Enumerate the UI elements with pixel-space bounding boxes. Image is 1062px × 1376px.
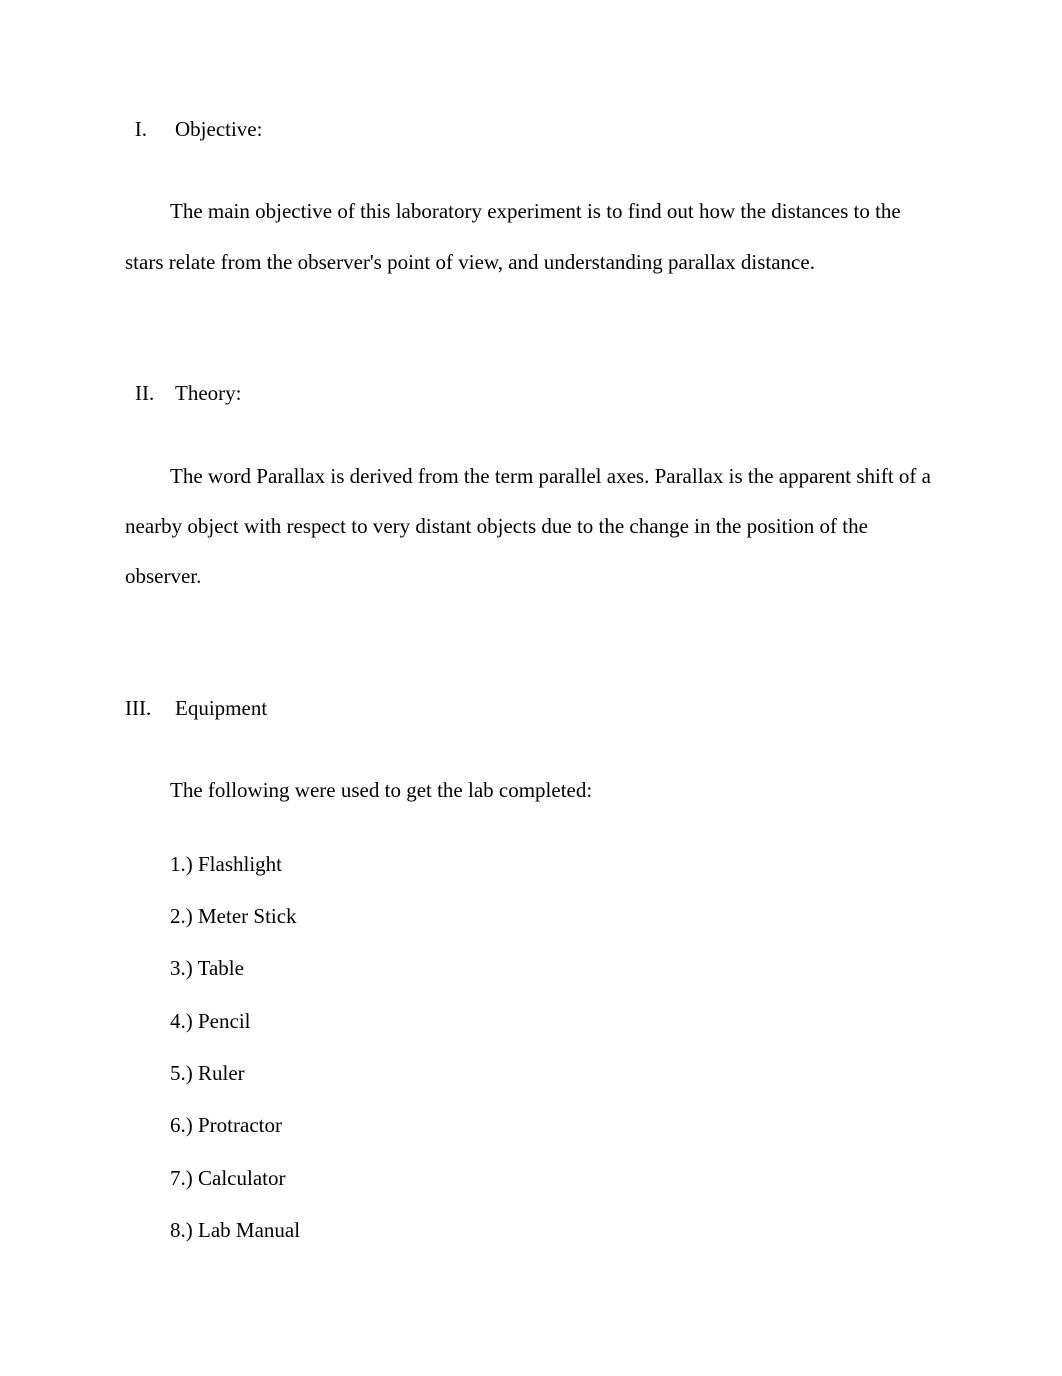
theory-paragraph: The word Parallax is derived from the te… — [125, 451, 937, 602]
list-item-number: 6.) — [170, 1111, 193, 1140]
list-item-number: 5.) — [170, 1059, 193, 1088]
list-item: 4.) Pencil — [170, 1007, 937, 1036]
section-heading-theory: II. Theory: — [135, 379, 937, 408]
section-roman-theory: II. — [135, 379, 175, 408]
list-item-label: Pencil — [198, 1009, 251, 1033]
objective-paragraph: The main objective of this laboratory ex… — [125, 186, 937, 287]
list-item-label: Meter Stick — [198, 904, 297, 928]
equipment-list: 1.) Flashlight 2.) Meter Stick 3.) Table… — [125, 850, 937, 1246]
section-heading-objective: I. Objective: — [125, 115, 937, 144]
section-label-objective: Objective: — [175, 115, 262, 144]
list-item: 2.) Meter Stick — [170, 902, 937, 931]
section-roman-objective: I. — [125, 115, 175, 144]
section-label-theory: Theory: — [175, 379, 241, 408]
equipment-intro: The following were used to get the lab c… — [125, 765, 937, 815]
list-item-number: 8.) — [170, 1216, 193, 1245]
list-item-label: Protractor — [198, 1113, 282, 1137]
list-item: 8.) Lab Manual — [170, 1216, 937, 1245]
list-item-label: Lab Manual — [198, 1218, 300, 1242]
list-item-label: Calculator — [198, 1166, 285, 1190]
list-item: 1.) Flashlight — [170, 850, 937, 879]
section-label-equipment: Equipment — [175, 694, 267, 723]
list-item: 6.) Protractor — [170, 1111, 937, 1140]
list-item: 7.) Calculator — [170, 1164, 937, 1193]
list-item-label: Table — [198, 956, 244, 980]
list-item: 3.) Table — [170, 954, 937, 983]
list-item-label: Ruler — [198, 1061, 245, 1085]
list-item-label: Flashlight — [198, 852, 282, 876]
list-item-number: 4.) — [170, 1007, 193, 1036]
list-item-number: 1.) — [170, 850, 193, 879]
section-heading-equipment: III. Equipment — [125, 694, 937, 723]
list-item: 5.) Ruler — [170, 1059, 937, 1088]
list-item-number: 7.) — [170, 1164, 193, 1193]
list-item-number: 2.) — [170, 902, 193, 931]
section-roman-equipment: III. — [125, 694, 175, 723]
list-item-number: 3.) — [170, 954, 193, 983]
